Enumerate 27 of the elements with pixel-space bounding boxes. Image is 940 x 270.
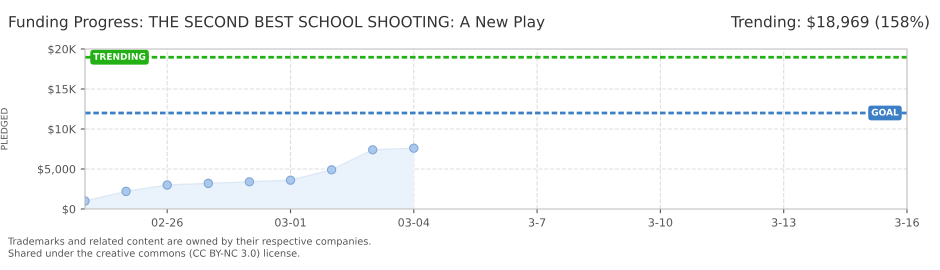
y-axis-title: PLEDGED (0, 108, 8, 150)
point (326, 165, 336, 175)
ref-line-label: TRENDING (93, 53, 146, 60)
y-tick-label: $15K (48, 84, 76, 95)
x-tick-label: 3-10 (648, 218, 672, 227)
chart-title: Funding Progress: THE SECOND BEST SCHOOL SHOOTING: A New Play (10, 16, 545, 30)
x-tick-label: 3-7 (528, 218, 546, 227)
point (286, 175, 296, 185)
point (162, 180, 172, 190)
y-tick-label: $0 (62, 204, 76, 215)
y-tick-label: $10K (48, 124, 76, 135)
text: Shared under the creative commons (CC BY-NC 3.0) license. (8, 249, 300, 258)
x-tick-label: 3-16 (895, 218, 919, 227)
point (244, 177, 254, 187)
x-tick-label: 3-13 (772, 218, 796, 227)
y-tick-label: $20K (48, 44, 76, 55)
x-tick-label: 02-26 (152, 218, 183, 227)
x-tick-label: 03-01 (275, 218, 306, 227)
ref-line-label: GOAL (872, 108, 899, 116)
point (409, 143, 419, 153)
point (204, 178, 214, 188)
y-tick-label: $5,000 (38, 164, 76, 175)
point (121, 186, 131, 196)
chart-subtitle: Trending: $18,969 (158%) (730, 16, 929, 30)
x-tick-label: 03-04 (398, 218, 430, 227)
text: Trademarks and related content are owned by their respective companies. (8, 237, 370, 247)
point (368, 145, 378, 155)
